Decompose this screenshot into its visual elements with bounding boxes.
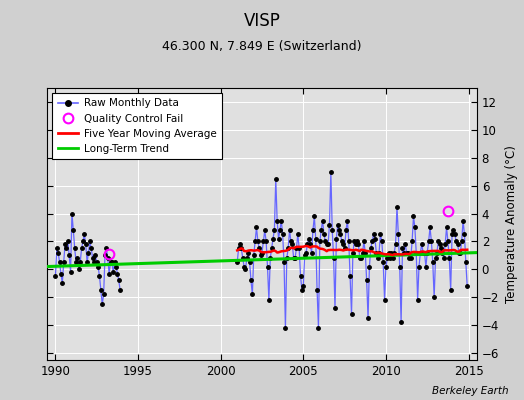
Legend: Raw Monthly Data, Quality Control Fail, Five Year Moving Average, Long-Term Tren: Raw Monthly Data, Quality Control Fail, … bbox=[52, 93, 222, 159]
Text: 46.300 N, 7.849 E (Switzerland): 46.300 N, 7.849 E (Switzerland) bbox=[162, 40, 362, 53]
Y-axis label: Temperature Anomaly (°C): Temperature Anomaly (°C) bbox=[505, 145, 518, 303]
Text: VISP: VISP bbox=[244, 12, 280, 30]
Text: Berkeley Earth: Berkeley Earth bbox=[432, 386, 508, 396]
